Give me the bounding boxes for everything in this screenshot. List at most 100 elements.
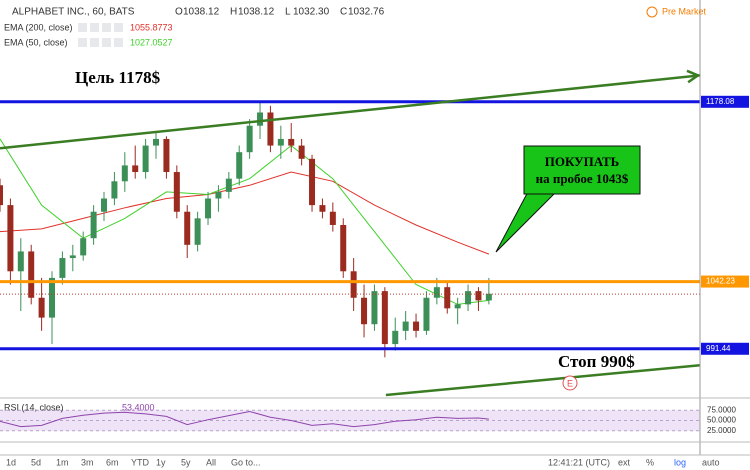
candle-body <box>288 138 295 146</box>
range-button[interactable]: 1m <box>56 457 69 467</box>
candle-body <box>309 158 316 206</box>
candle-body <box>298 145 305 159</box>
range-button[interactable]: YTD <box>131 457 150 467</box>
candle-body <box>402 321 409 331</box>
session-icon <box>646 6 658 18</box>
legend-button[interactable] <box>78 23 87 32</box>
ohlc-value: 1038.12 <box>183 7 220 18</box>
candle-body <box>173 172 180 212</box>
candle-body <box>267 112 274 146</box>
candle-body <box>142 145 149 173</box>
legend-name: EMA (50, close) <box>4 37 68 47</box>
candle-body <box>163 138 170 173</box>
ohlc-key: O <box>175 7 183 18</box>
candle-body <box>350 271 357 298</box>
candle-body <box>277 138 284 146</box>
range-button[interactable]: 3m <box>81 457 94 467</box>
candle-body <box>101 198 108 212</box>
candle-body <box>205 198 212 219</box>
earnings-label[interactable]: E <box>567 378 573 388</box>
candle-body <box>361 297 368 325</box>
legend-button[interactable] <box>90 38 99 47</box>
candle-body <box>246 125 253 153</box>
trend-line <box>0 74 700 150</box>
earnings-marker[interactable] <box>562 375 578 391</box>
session: Pre Market <box>662 6 707 16</box>
range-button[interactable]: 5d <box>31 457 41 467</box>
range-button[interactable]: 1d <box>6 457 16 467</box>
candle-body <box>80 238 87 256</box>
candle-body <box>194 218 201 245</box>
callout-text: ПОКУПАТЬ <box>545 154 620 169</box>
callout-box <box>523 145 641 195</box>
candle-body <box>236 152 243 179</box>
legend-button[interactable] <box>102 23 111 32</box>
stop-label: Стоп 990$ <box>558 352 635 371</box>
legend-button[interactable] <box>102 38 111 47</box>
level-tag-label: 1178.08 <box>706 97 735 106</box>
rsi-line <box>0 410 489 428</box>
range-button[interactable]: 6m <box>106 457 119 467</box>
option-button[interactable]: ext <box>618 457 631 467</box>
rsi-tick-label: 25.0000 <box>707 426 736 435</box>
candle-body <box>0 185 3 206</box>
candle-body <box>38 297 45 318</box>
range-button[interactable]: All <box>206 457 216 467</box>
level-tag <box>701 95 749 108</box>
candle-body <box>132 165 139 173</box>
candle-body <box>423 297 430 331</box>
candle-body <box>392 330 399 345</box>
ohlc-value: 1038.12 <box>238 7 275 18</box>
candle-body <box>49 277 56 318</box>
range-button[interactable]: 1y <box>156 457 166 467</box>
rsi-tick-label: 50.0000 <box>707 416 736 425</box>
candle-body <box>433 287 440 298</box>
range-button[interactable]: Go to... <box>231 457 261 467</box>
candle-body <box>444 287 451 309</box>
candle-body <box>225 178 232 192</box>
candle-body <box>319 205 326 212</box>
ohlc-value: 1032.30 <box>293 7 330 18</box>
option-button[interactable]: auto <box>702 457 720 467</box>
candle-body <box>371 291 378 325</box>
rsi-value: 53.4000 <box>122 402 155 412</box>
ohlc-value: 1032.76 <box>348 7 385 18</box>
rsi-tick-label: 75.0000 <box>707 405 736 414</box>
legend-button[interactable] <box>114 23 123 32</box>
range-button[interactable]: 5y <box>181 457 191 467</box>
target-label: Цель 1178$ <box>75 68 161 87</box>
clock: 12:41:21 (UTC) <box>548 457 610 467</box>
candle-body <box>17 251 24 272</box>
ohlc-key: L <box>285 7 291 18</box>
candle-body <box>69 255 76 259</box>
legend-value: 1055.8773 <box>130 22 173 32</box>
candle-body <box>121 165 128 182</box>
candle-body <box>340 224 347 272</box>
legend-button[interactable] <box>78 38 87 47</box>
option-button[interactable]: % <box>646 457 654 467</box>
option-button[interactable]: log <box>674 457 686 467</box>
candle-body <box>28 251 35 298</box>
level-tag <box>701 342 749 355</box>
candle-body <box>7 205 14 272</box>
ema-line <box>0 171 490 255</box>
candle-body <box>59 258 66 278</box>
candle-body <box>153 138 160 146</box>
legend-value: 1027.0527 <box>130 37 173 47</box>
candle-body <box>111 181 118 199</box>
legend-name: EMA (200, close) <box>4 22 73 32</box>
candle-body <box>454 304 461 309</box>
legend-button[interactable] <box>90 23 99 32</box>
legend-button[interactable] <box>114 38 123 47</box>
candle-body <box>381 291 388 345</box>
candle-body <box>413 321 420 331</box>
level-tag <box>701 275 749 288</box>
candle-body <box>184 211 191 245</box>
level-tag-label: 991.44 <box>706 344 731 353</box>
symbol: ALPHABET INC., 60, BATS <box>12 7 135 18</box>
candle-body <box>475 291 482 301</box>
trend-line <box>385 363 700 397</box>
candle-body <box>90 211 97 239</box>
